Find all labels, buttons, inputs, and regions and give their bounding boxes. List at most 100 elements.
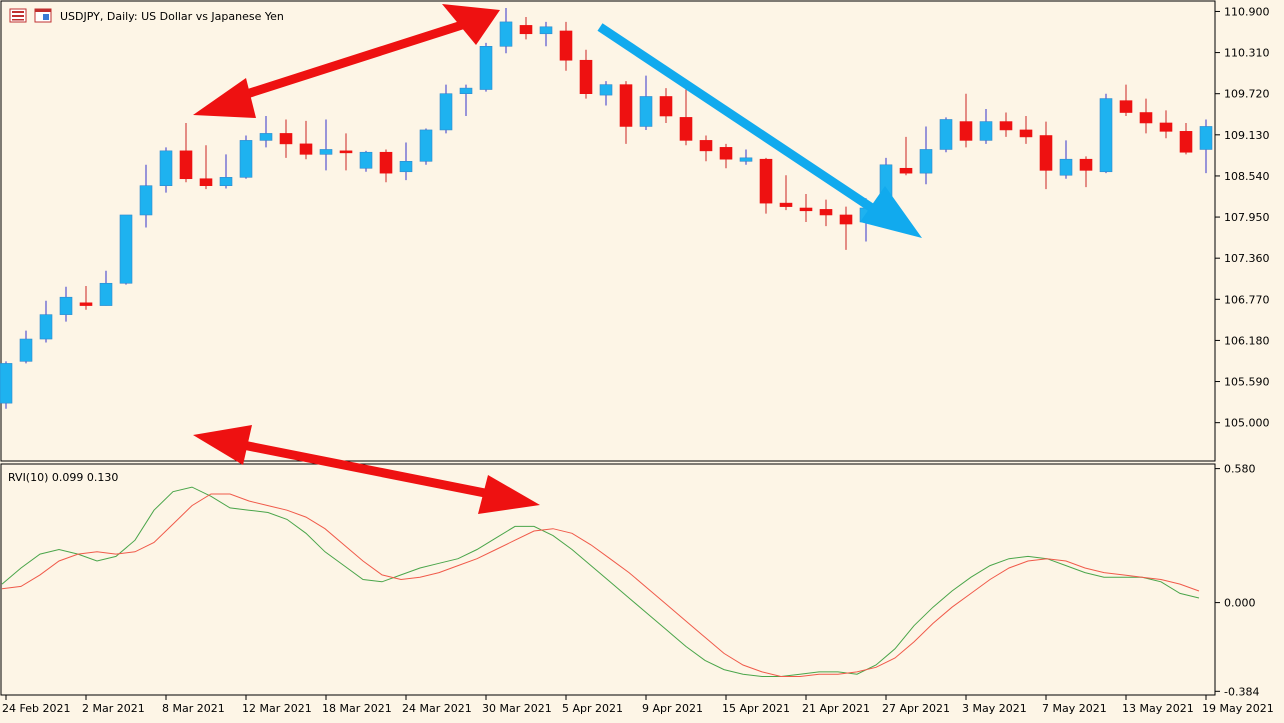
- candle-body: [959, 121, 973, 141]
- candle: [119, 214, 133, 285]
- time-tick-label: 18 Mar 2021: [322, 702, 392, 715]
- candle-body: [739, 157, 753, 162]
- candle-body: [1019, 129, 1033, 138]
- candle-body: [1059, 158, 1073, 176]
- candle: [1159, 110, 1173, 139]
- candle: [239, 135, 253, 179]
- time-tick-label: 7 May 2021: [1042, 702, 1107, 715]
- candle-body: [339, 150, 353, 154]
- candle-body: [799, 207, 813, 212]
- candle: [679, 89, 693, 146]
- candle-body: [1139, 112, 1153, 124]
- candle: [1179, 122, 1193, 155]
- rvi-panel-frame: [0, 463, 1216, 696]
- price-tick-label: 109.130: [1224, 129, 1270, 142]
- rvi-main-line: [1, 486, 1200, 677]
- candle: [399, 142, 413, 181]
- candle: [719, 143, 733, 169]
- candle: [59, 286, 73, 322]
- time-tick-label: 12 Mar 2021: [242, 702, 312, 715]
- time-tick-label: 9 Apr 2021: [642, 702, 703, 715]
- candle-body: [899, 167, 913, 174]
- candle-body: [1159, 122, 1173, 132]
- candle-body: [299, 143, 313, 155]
- candle: [39, 300, 53, 343]
- candle: [1079, 156, 1093, 188]
- candle-body: [439, 93, 453, 131]
- candle-body: [999, 121, 1013, 131]
- price-axis: 110.900 110.310 109.720 109.130 108.540 107.9…: [1215, 5, 1270, 430]
- candle: [1139, 98, 1153, 134]
- candle: [899, 136, 913, 176]
- candle: [179, 122, 193, 183]
- time-tick-label: 2 Mar 2021: [82, 702, 145, 715]
- time-tick-label: 24 Mar 2021: [402, 702, 472, 715]
- annotation-arrow-blue[interactable]: [597, 23, 922, 238]
- annotation-arrow-red-lower[interactable]: [193, 425, 540, 514]
- candle-body: [199, 178, 213, 186]
- candle-body: [639, 96, 653, 127]
- candle: [299, 120, 313, 160]
- candle-body: [1039, 135, 1053, 171]
- candle-body: [559, 30, 573, 61]
- price-tick-label: 109.720: [1224, 88, 1270, 101]
- candle: [559, 21, 573, 71]
- candle: [459, 84, 473, 116]
- candle-body: [839, 214, 853, 225]
- candle-body: [1199, 126, 1213, 150]
- candle-body: [779, 202, 793, 207]
- candle-body: [479, 46, 493, 90]
- price-tick-label: 110.900: [1224, 5, 1270, 18]
- time-tick-label: 30 Mar 2021: [482, 702, 552, 715]
- candle: [759, 157, 773, 214]
- candle: [539, 21, 553, 47]
- candle: [1119, 84, 1133, 116]
- candle-body: [659, 96, 673, 117]
- candle-body: [679, 117, 693, 141]
- candle-body: [719, 147, 733, 160]
- candle: [939, 117, 953, 153]
- candle-body: [379, 151, 393, 174]
- time-tick-label: 13 May 2021: [1122, 702, 1194, 715]
- time-tick-label: 19 May 2021: [1202, 702, 1274, 715]
- candle: [359, 150, 373, 172]
- time-tick-label: 15 Apr 2021: [722, 702, 790, 715]
- candle: [159, 147, 173, 193]
- annotation-arrow-red-upper[interactable]: [193, 4, 500, 118]
- candle: [139, 164, 153, 228]
- candle: [799, 194, 813, 222]
- candle: [999, 112, 1013, 137]
- price-tick-label: 107.950: [1224, 211, 1270, 224]
- candle-body: [319, 149, 333, 155]
- price-tick-label: 105.590: [1224, 376, 1270, 389]
- candle: [79, 286, 93, 310]
- price-tick-label: 106.770: [1224, 293, 1270, 306]
- candle: [639, 75, 653, 130]
- candle-body: [919, 149, 933, 174]
- candle: [1019, 116, 1033, 144]
- time-tick-label: 24 Feb 2021: [2, 702, 70, 715]
- candle-body: [1179, 131, 1193, 153]
- candle-body: [759, 158, 773, 204]
- chart-title: USDJPY, Daily: US Dollar vs Japanese Yen: [60, 10, 284, 23]
- candle: [199, 145, 213, 190]
- candle-body: [39, 314, 53, 340]
- time-tick-label: 27 Apr 2021: [882, 702, 950, 715]
- window-icon[interactable]: [34, 8, 52, 23]
- candle-body: [599, 84, 613, 96]
- candle-body: [539, 26, 553, 35]
- rvi-axis: 0.580 0.000 -0.384: [1215, 463, 1259, 698]
- candle: [1059, 140, 1073, 179]
- candle: [379, 149, 393, 183]
- candle: [579, 49, 593, 99]
- candle: [619, 81, 633, 144]
- candle-body: [499, 21, 513, 47]
- candle-body: [219, 177, 233, 186]
- candle: [699, 135, 713, 162]
- candle-body: [159, 150, 173, 186]
- candle: [839, 206, 853, 250]
- candle-body: [79, 302, 93, 306]
- chart-menu-icon[interactable]: [9, 8, 27, 23]
- time-tick-label: 8 Mar 2021: [162, 702, 225, 715]
